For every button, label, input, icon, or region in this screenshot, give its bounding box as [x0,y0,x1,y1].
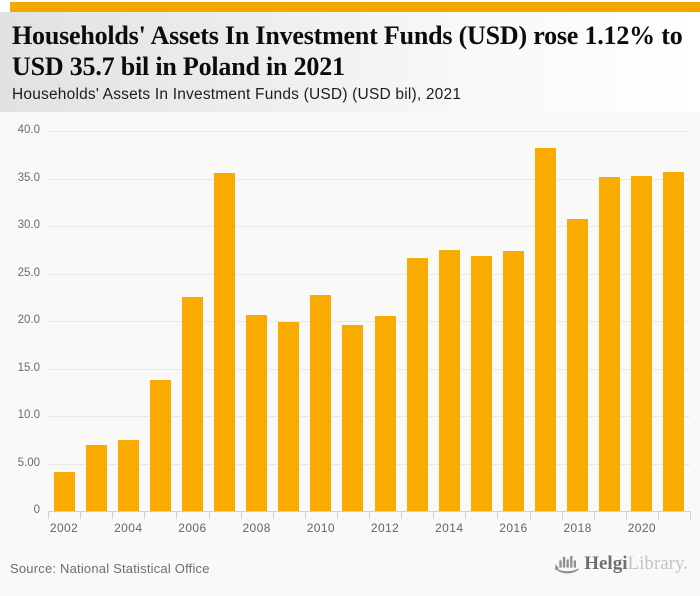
bar [599,177,621,511]
bar [406,258,428,511]
x-axis-label: 2020 [627,521,656,535]
x-axis-tick [530,512,531,519]
y-axis-label: 0 [33,504,40,516]
bar [535,148,557,511]
bar [310,295,332,511]
y-axis-label: 5.00 [17,457,40,469]
y-axis-label: 20.0 [17,314,40,326]
bar [438,250,460,511]
x-axis-tick [176,512,177,519]
x-axis-tick [690,512,691,519]
gridline [48,131,690,132]
gridline [48,274,690,275]
x-axis-tick [209,512,210,519]
x-axis-tick [594,512,595,519]
accent-stripe [10,2,700,12]
helgi-library-logo: HelgiLibrary. [553,552,688,576]
gridline [48,321,690,322]
gridline [48,226,690,227]
chart-subtitle: Households' Assets In Investment Funds (… [12,86,462,104]
x-axis-label: 2008 [242,521,271,535]
x-axis-tick [465,512,466,519]
header: Households' Assets In Investment Funds (… [0,12,700,112]
x-axis-tick [80,512,81,519]
gridline [48,369,690,370]
logo-text-helgi: Helgi [584,553,628,574]
bar [663,172,685,511]
bar [149,380,171,511]
bar [246,315,268,511]
helgi-ship-icon [555,555,580,574]
x-axis-tick [401,512,402,519]
y-axis-label: 10.0 [17,409,40,421]
x-axis-tick [48,512,49,519]
chart-area: 0 5.00 10.0 15.0 20.0 25.0 30.0 35.0 40.0 2002 200… [0,112,700,596]
bar [278,322,300,511]
x-axis-tick [433,512,434,519]
x-axis-label: 2012 [370,521,400,535]
y-axis-label: 35.0 [17,172,40,184]
gridline [48,464,690,465]
gridline [48,416,690,417]
x-axis-tick [658,512,659,519]
bar [567,219,589,511]
x-axis-tick [562,512,563,519]
bar [342,325,364,511]
bar [374,316,396,511]
logo-text: HelgiLibrary. [584,553,688,575]
bar [117,440,139,511]
y-axis-label: 30.0 [17,219,40,231]
x-axis-tick [241,512,242,519]
x-axis-tick [337,512,338,519]
x-axis-tick [626,512,627,519]
x-axis-label: 2014 [435,521,464,535]
x-axis-label: 2018 [563,521,592,535]
x-axis-tick [497,512,498,519]
gridline [48,179,690,180]
x-axis-label: 2010 [306,521,335,535]
logo-text-library: Library. [627,553,689,574]
x-axis-tick [305,512,306,519]
bar [631,176,653,511]
x-axis-label: 2016 [499,521,528,535]
x-axis-tick [144,512,145,519]
x-axis-tick [369,512,370,519]
x-axis-label: 2004 [114,521,143,535]
bar [502,251,524,511]
x-axis-line [48,511,691,512]
bar [85,445,107,511]
bar [214,173,236,511]
x-axis-tick [273,512,274,519]
x-axis-label: 2002 [49,521,79,535]
y-axis-label: 40.0 [17,124,40,136]
bar [53,472,75,511]
bar [470,256,492,511]
x-axis-tick [112,512,113,519]
y-axis-label: 15.0 [17,362,40,374]
bar [181,297,203,511]
bar-chart: 0 5.00 10.0 15.0 20.0 25.0 30.0 35.0 40.0 2002 200… [18,124,691,535]
x-axis-label: 2006 [178,521,207,535]
y-axis-label: 25.0 [17,267,40,279]
source-note: Source: National Statistical Office [10,561,210,576]
chart-headline: Households' Assets In Investment Funds (… [12,21,683,82]
